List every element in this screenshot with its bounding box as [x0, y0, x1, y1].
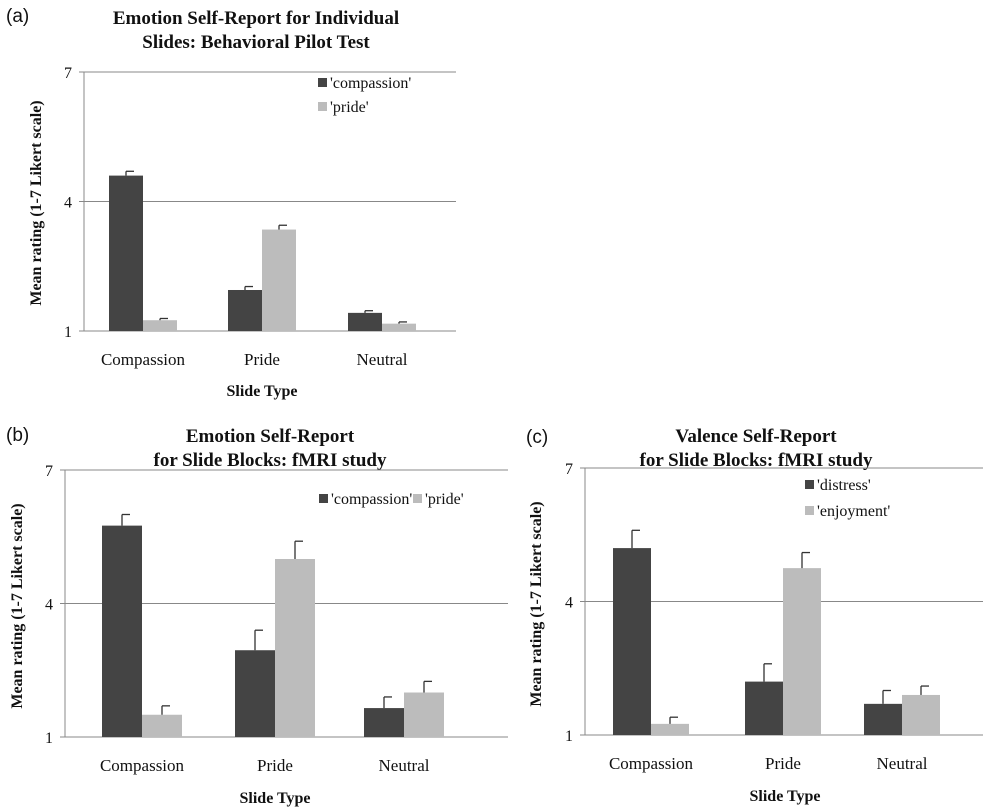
y-tick-label: 4: [565, 595, 573, 612]
bar: 'pride' – Neutral: 1.17: [382, 323, 416, 331]
x-tick-label: Compassion: [100, 756, 185, 775]
y-axis-label: Mean rating (1-7 Likert scale): [9, 503, 26, 708]
bar: 'compassion' – Compassion: 5.75: [102, 525, 142, 737]
chart-panel-c: (c) Valence Self-Report for Slide Blocks…: [526, 426, 983, 805]
bar: 'compassion' – Compassion: 4.6: [109, 175, 143, 331]
chart-title-line-1: Emotion Self-Report: [186, 426, 355, 447]
bar: 'distress' – Pride: 2.2: [745, 681, 783, 735]
y-axis-label: Mean rating (1-7 Likert scale): [28, 100, 45, 305]
x-axis-label: Slide Type: [750, 788, 821, 805]
panel-letter: (b): [6, 425, 29, 446]
legend-label: 'distress': [817, 477, 871, 494]
legend-swatch: [413, 494, 422, 503]
legend-swatch: [805, 480, 814, 489]
y-tick-label: 1: [565, 728, 573, 745]
bar: 'pride' – Pride: 5: [275, 559, 315, 737]
bar: 'distress' – Compassion: 5.2: [613, 548, 651, 735]
bar: 'compassion' – Pride: 1.95: [228, 289, 262, 331]
bar: 'enjoyment' – Neutral: 1.9: [902, 694, 940, 735]
y-tick-label: 4: [64, 195, 72, 212]
legend-label: 'pride': [330, 99, 369, 116]
y-tick-label: 1: [64, 324, 72, 341]
legend-swatch: [319, 494, 328, 503]
bar: 'enjoyment' – Compassion: 1.25: [651, 723, 689, 735]
bar: 'pride' – Compassion: 1.25: [143, 320, 177, 331]
x-tick-label: Pride: [765, 754, 801, 773]
legend-label: 'pride': [425, 491, 464, 508]
plot-area: 1 4 7 Compassion Pride Neutral 'distress' – Co…: [565, 461, 983, 773]
bar: 'pride' – Compassion: 1.5: [142, 714, 182, 737]
panel-letter: (c): [526, 427, 548, 448]
legend-swatch: [805, 506, 814, 515]
bar: 'pride' – Pride: 3.35: [262, 229, 296, 331]
y-tick-label: 7: [45, 463, 53, 480]
legend-swatch: [318, 102, 327, 111]
chart-title-line-1: Emotion Self-Report for Individual: [113, 8, 399, 29]
legend-label: 'compassion': [331, 491, 412, 508]
x-axis-label: Slide Type: [240, 790, 311, 807]
legend-swatch: [318, 78, 327, 87]
chart-title-line-1: Valence Self-Report: [675, 426, 837, 447]
y-tick-label: 4: [45, 597, 53, 614]
chart-title-line-2: for Slide Blocks: fMRI study: [640, 450, 873, 471]
x-tick-label: Pride: [244, 350, 280, 369]
plot-area: 1 4 7 Compassion Pride Neutral 'compassion' – …: [45, 463, 508, 775]
x-tick-label: Neutral: [877, 754, 928, 773]
bar: 'compassion' – Neutral: 1.42: [348, 312, 382, 331]
bar: 'pride' – Neutral: 2: [404, 692, 444, 737]
x-tick-label: Compassion: [101, 350, 186, 369]
bar: 'enjoyment' – Pride: 4.75: [783, 568, 821, 735]
chart-title-line-2: for Slide Blocks: fMRI study: [154, 450, 387, 471]
chart-panel-b: (b) Emotion Self-Report for Slide Blocks…: [6, 425, 508, 807]
legend-label: 'enjoyment': [817, 503, 890, 520]
bar: 'compassion' – Pride: 2.95: [235, 650, 275, 737]
x-tick-label: Pride: [257, 756, 293, 775]
chart-panel-a: (a) Emotion Self-Report for Individual S…: [6, 6, 456, 400]
x-axis-label: Slide Type: [227, 383, 298, 400]
chart-title-line-2: Slides: Behavioral Pilot Test: [142, 32, 370, 53]
x-tick-label: Neutral: [379, 756, 430, 775]
y-axis-label: Mean rating (1-7 Likert scale): [528, 501, 545, 706]
x-tick-label: Compassion: [609, 754, 694, 773]
plot-area: 1 4 7 Compassion Pride Neutral 'compassion' – …: [64, 65, 456, 369]
y-tick-label: 1: [45, 730, 53, 747]
panel-letter: (a): [6, 6, 29, 27]
y-tick-label: 7: [565, 461, 573, 478]
y-tick-label: 7: [64, 65, 72, 82]
bar: 'distress' – Neutral: 1.7: [864, 703, 902, 735]
legend-label: 'compassion': [330, 75, 411, 92]
bar: 'compassion' – Neutral: 1.65: [364, 708, 404, 737]
x-tick-label: Neutral: [357, 350, 408, 369]
